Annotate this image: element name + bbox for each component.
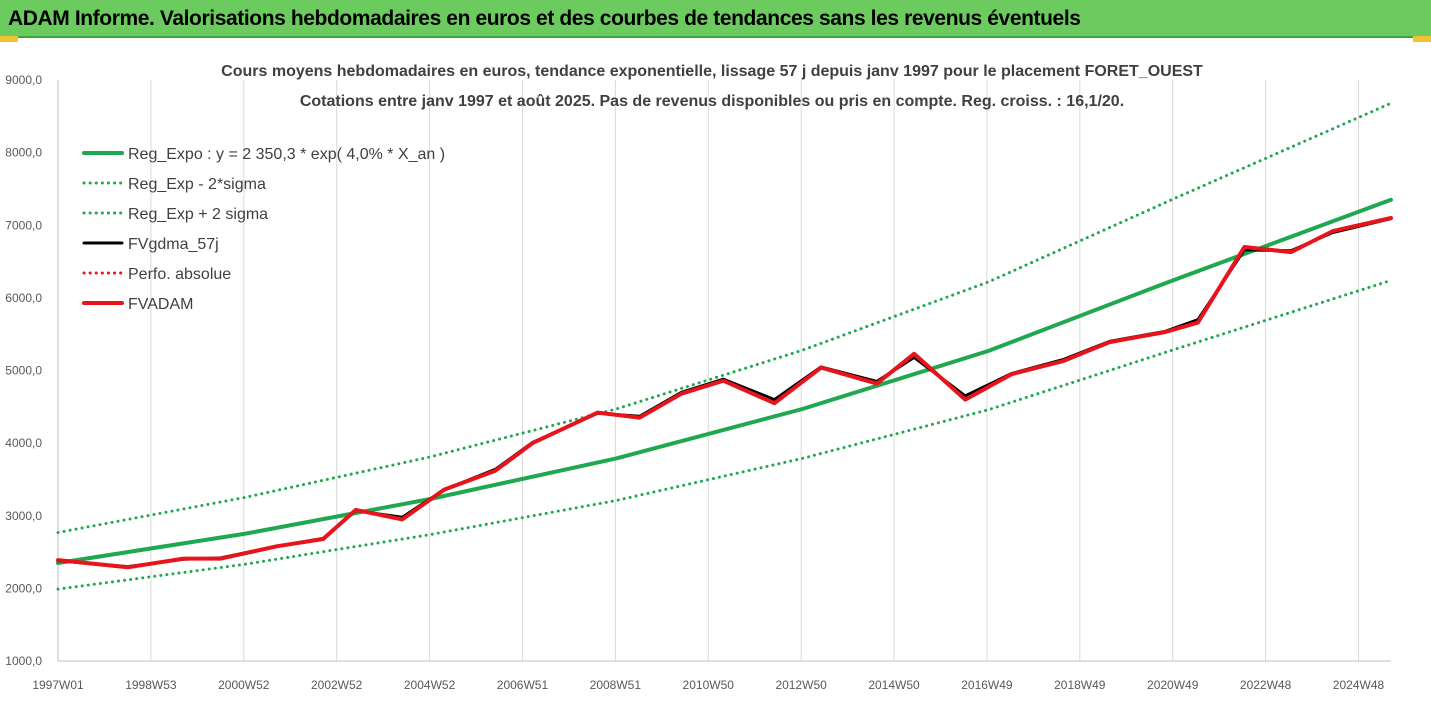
y-tick-label: 1000,0 bbox=[5, 654, 42, 668]
y-tick-label: 2000,0 bbox=[5, 581, 42, 595]
corner-marker-right bbox=[1413, 36, 1431, 42]
x-tick-label: 2008W51 bbox=[590, 678, 642, 692]
x-tick-label: 2018W49 bbox=[1054, 678, 1106, 692]
corner-marker-left bbox=[0, 36, 18, 42]
x-tick-label: 1997W01 bbox=[32, 678, 84, 692]
x-tick-label: 2010W50 bbox=[683, 678, 735, 692]
series-line-reg-exp-2-sigma bbox=[56, 278, 1393, 591]
y-tick-label: 4000,0 bbox=[5, 436, 42, 450]
series-line-fvadam bbox=[56, 216, 1393, 570]
report-title-bar: ADAM Informe. Valorisations hebdomadaire… bbox=[0, 0, 1431, 38]
gridlines bbox=[150, 80, 1359, 661]
x-tick-label: 2000W52 bbox=[218, 678, 270, 692]
series bbox=[56, 101, 1393, 591]
chart-title-line-2: Cotations entre janv 1997 et août 2025. … bbox=[300, 93, 1124, 110]
legend-label: Reg_Exp + 2 sigma bbox=[128, 206, 268, 223]
report-title: ADAM Informe. Valorisations hebdomadaire… bbox=[8, 7, 1081, 30]
legend-label: Perfo. absolue bbox=[128, 266, 231, 283]
x-tick-label: 2006W51 bbox=[497, 678, 549, 692]
legend-label: Reg_Expo : y = 2 350,3 * exp( 4,0% * X_a… bbox=[128, 146, 445, 163]
x-tick-label: 2022W48 bbox=[1240, 678, 1292, 692]
x-tick-label: 2014W50 bbox=[868, 678, 920, 692]
x-tick-label: 2002W52 bbox=[311, 678, 363, 692]
x-tick-label: 2024W48 bbox=[1333, 678, 1385, 692]
y-tick-label: 3000,0 bbox=[5, 509, 42, 523]
y-tick-label: 5000,0 bbox=[5, 364, 42, 378]
legend: Reg_Expo : y = 2 350,3 * exp( 4,0% * X_a… bbox=[82, 146, 445, 313]
x-tick-label: 2016W49 bbox=[961, 678, 1013, 692]
series-line-reg-exp-2-sigma bbox=[56, 101, 1393, 534]
chart-title: Cours moyens hebdomadaires en euros, ten… bbox=[221, 63, 1203, 110]
legend-label: FVgdma_57j bbox=[128, 236, 219, 253]
series-line-fvgdma-57j bbox=[56, 217, 1393, 569]
y-tick-label: 6000,0 bbox=[5, 291, 42, 305]
y-tick-label: 7000,0 bbox=[5, 218, 42, 232]
x-tick-label: 2020W49 bbox=[1147, 678, 1199, 692]
axes: 1997W01 1998W53 2000W52 2002W52 2004W52 2006W… bbox=[5, 73, 1391, 692]
x-tick-label: 2012W50 bbox=[775, 678, 827, 692]
x-tick-label: 2004W52 bbox=[404, 678, 456, 692]
y-tick-label: 9000,0 bbox=[5, 73, 42, 87]
chart-title-line-1: Cours moyens hebdomadaires en euros, ten… bbox=[221, 63, 1203, 80]
legend-label: FVADAM bbox=[128, 296, 193, 313]
series-line-reg-expo-y-2-350-3-exp-4-0-x-an bbox=[56, 197, 1393, 565]
legend-label: Reg_Exp - 2*sigma bbox=[128, 176, 266, 193]
y-tick-label: 8000,0 bbox=[5, 146, 42, 160]
chart: 1997W01 1998W53 2000W52 2002W52 2004W52 2006W… bbox=[5, 63, 1393, 692]
x-tick-label: 1998W53 bbox=[125, 678, 177, 692]
